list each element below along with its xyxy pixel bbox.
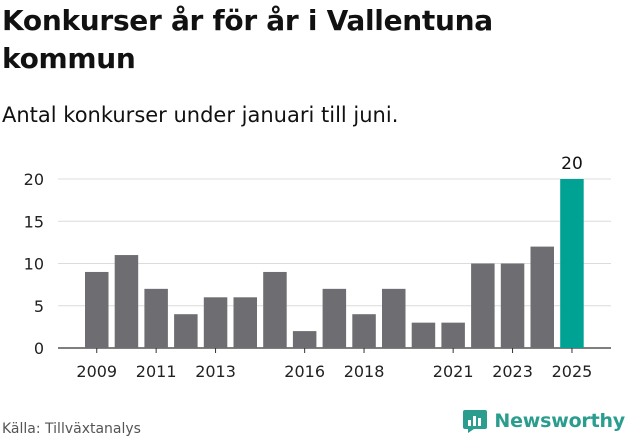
newsworthy-logo-text: Newsworthy bbox=[494, 410, 625, 432]
x-tick-label: 2021 bbox=[433, 362, 474, 381]
y-tick-label: 20 bbox=[24, 170, 44, 189]
bar-2015 bbox=[263, 271, 287, 348]
x-tick-label: 2025 bbox=[552, 362, 593, 381]
data-labels: 20 bbox=[561, 154, 583, 174]
bar-2024 bbox=[530, 246, 554, 348]
bar-2021 bbox=[441, 322, 465, 348]
bar-2018 bbox=[352, 314, 376, 348]
bar-2012 bbox=[174, 314, 198, 348]
bar-2016 bbox=[292, 331, 317, 348]
y-tick-label: 0 bbox=[34, 339, 44, 358]
newsworthy-logo-icon bbox=[463, 410, 488, 433]
bar-2019 bbox=[382, 288, 406, 348]
y-tick-label: 10 bbox=[24, 255, 44, 274]
bar-2014 bbox=[233, 297, 257, 348]
x-axis-ticks: 2009 2011 2013 2016 2018 2021 2023 2025 bbox=[76, 348, 592, 381]
bar-2013 bbox=[203, 297, 228, 348]
x-tick-label: 2016 bbox=[284, 362, 325, 381]
x-tick-label: 2011 bbox=[136, 362, 177, 381]
bars bbox=[85, 179, 584, 348]
x-tick-label: 2009 bbox=[76, 362, 117, 381]
y-tick-label: 15 bbox=[24, 212, 44, 231]
bar-2025 bbox=[560, 179, 584, 348]
x-tick-label: 2023 bbox=[492, 362, 533, 381]
bar-2009 bbox=[85, 271, 109, 348]
bar-2022 bbox=[471, 263, 495, 348]
source-note: Källa: Tillväxtanalys bbox=[2, 421, 141, 437]
bar-2011 bbox=[144, 288, 168, 348]
bar-2017 bbox=[322, 288, 347, 348]
data-label-2025: 20 bbox=[561, 154, 583, 174]
y-tick-label: 5 bbox=[34, 297, 44, 316]
x-tick-label: 2013 bbox=[195, 362, 236, 381]
bar-2010 bbox=[114, 255, 139, 348]
bar-2020 bbox=[411, 322, 436, 348]
x-tick-label: 2018 bbox=[344, 362, 385, 381]
newsworthy-logo: Newsworthy bbox=[462, 408, 625, 434]
chart-title: Konkurser år för år i Vallentuna kommun bbox=[2, 4, 493, 75]
bar-2023 bbox=[500, 263, 525, 348]
y-axis-ticks: 0 5 10 15 20 bbox=[24, 170, 44, 358]
chart-subtitle: Antal konkurser under januari till juni. bbox=[2, 103, 399, 127]
